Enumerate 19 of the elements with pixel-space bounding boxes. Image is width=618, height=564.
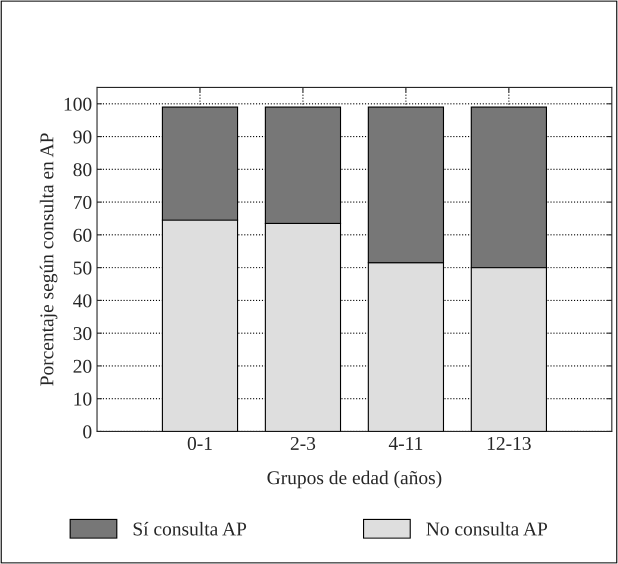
legend-label: No consulta AP (426, 522, 548, 536)
y-tick-label: 100 (64, 98, 92, 111)
x-tick-label: 2-3 (290, 436, 316, 450)
y-tick-label: 20 (74, 360, 92, 373)
y-tick-label: 80 (73, 163, 92, 176)
x-tick-label: 12-13 (488, 436, 531, 450)
legend-label: Sí consulta AP (134, 522, 246, 536)
y-tick-label: 40 (73, 294, 92, 308)
x-axis-title: Grupos de edad (años) (267, 470, 442, 488)
x-tick-label: 0-1 (188, 436, 212, 450)
y-axis-title: Porcentaje según consulta en AP (40, 133, 58, 386)
y-tick-label: 0 (83, 425, 92, 438)
y-tick-label: 70 (74, 196, 92, 210)
x-tick-label: 4-11 (388, 436, 422, 450)
y-tick-label: 10 (74, 392, 92, 406)
y-tick-label: 60 (74, 228, 92, 242)
y-tick-label: 90 (73, 130, 92, 144)
y-tick-label: 50 (74, 261, 92, 275)
y-tick-label: 30 (74, 326, 92, 340)
